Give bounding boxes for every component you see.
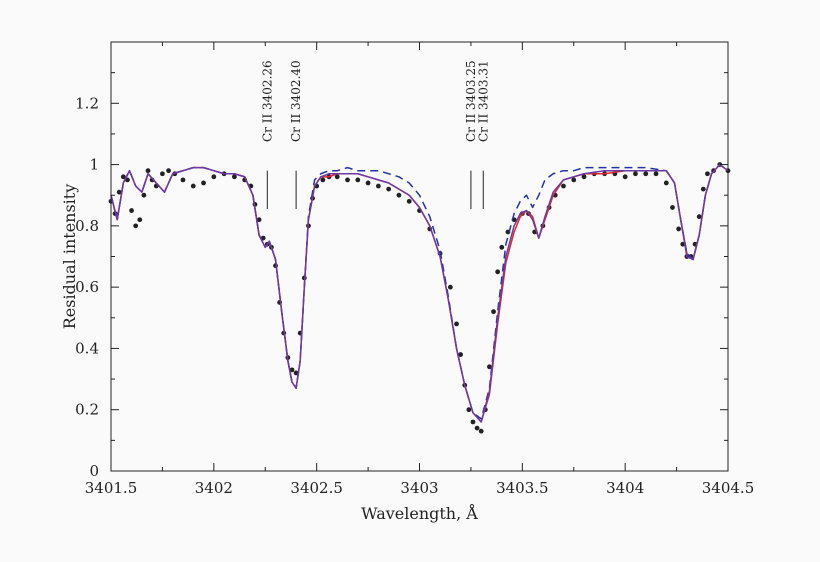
data-point: [129, 208, 134, 213]
y-tick-label: 0.8: [75, 217, 99, 235]
line-identifications: Cr II 3402.26 Cr II 3402.40 Cr II 3403.25C…: [260, 60, 490, 210]
data-point: [696, 214, 702, 220]
data-point: [571, 177, 577, 183]
x-tick-label: 3401.5: [85, 479, 138, 497]
data-point: [653, 171, 659, 177]
plot-area: [108, 162, 731, 434]
y-tick-label: 0: [89, 462, 99, 480]
data-point: [256, 217, 262, 223]
data-point: [447, 284, 453, 290]
x-tick-label: 3404.5: [702, 479, 755, 497]
y-tick-label: 1.2: [75, 94, 99, 112]
y-tick-label: 0.6: [75, 278, 99, 296]
data-point: [160, 171, 165, 177]
data-point: [345, 177, 350, 183]
y-tick-label: 0.4: [75, 339, 99, 357]
data-point: [406, 198, 412, 204]
data-point: [133, 223, 139, 229]
data-point: [622, 174, 628, 180]
data-point: [458, 352, 464, 357]
y-tick-label: 1: [89, 156, 99, 174]
x-tick-label: 3402.5: [290, 479, 343, 497]
data-point: [211, 174, 217, 180]
data-point: [289, 367, 295, 373]
data-point: [137, 217, 143, 223]
model-line-solid-3: [110, 163, 729, 423]
data-point: [141, 192, 147, 198]
data-point: [561, 183, 566, 189]
data-point: [454, 321, 459, 327]
data-point: [120, 174, 126, 180]
data-point: [499, 244, 505, 250]
data-point: [705, 171, 710, 177]
data-point: [474, 425, 480, 431]
x-axis-title: Wavelength, Å: [361, 503, 478, 523]
line-marker-label: Cr II 3402.40: [289, 60, 303, 142]
data-point: [355, 177, 361, 183]
data-point: [633, 171, 638, 177]
data-point: [676, 226, 682, 232]
data-point: [334, 174, 340, 180]
data-point: [293, 370, 299, 376]
y-axis-title: Residual intensity: [60, 184, 79, 330]
data-point: [232, 174, 237, 180]
data-point: [166, 168, 171, 174]
data-point: [491, 309, 496, 315]
x-tick-label: 3403: [400, 479, 438, 497]
data-point: [466, 407, 472, 413]
line-marker-label: Cr II 3402.26: [260, 60, 274, 142]
data-point: [700, 186, 706, 192]
axis-ticks: 3401.5 3402 3402.5 3403 3403.5 3404 3404.5 0 0.2…: [75, 42, 754, 497]
data-point: [116, 189, 122, 195]
data-point: [495, 269, 501, 275]
line-marker-label: Cr II 3403.31: [476, 60, 490, 142]
data-point: [180, 177, 186, 183]
line-marker-label: Cr II 3403.25: [464, 60, 478, 142]
data-point: [145, 168, 151, 174]
data-point: [201, 180, 206, 186]
data-point: [386, 186, 392, 192]
data-point: [487, 364, 492, 370]
data-point: [670, 205, 675, 210]
data-point: [478, 428, 484, 434]
data-point: [365, 180, 371, 186]
x-tick-label: 3404: [606, 479, 644, 497]
data-point: [470, 419, 476, 425]
x-tick-label: 3403.5: [496, 479, 549, 497]
data-point: [663, 180, 669, 186]
data-point: [190, 183, 196, 189]
data-point: [581, 174, 587, 180]
data-point: [643, 171, 649, 177]
data-point: [396, 192, 402, 198]
data-point: [375, 183, 381, 189]
x-tick-label: 3402: [195, 479, 233, 497]
data-point: [320, 177, 326, 183]
y-tick-label: 0.2: [75, 401, 99, 419]
